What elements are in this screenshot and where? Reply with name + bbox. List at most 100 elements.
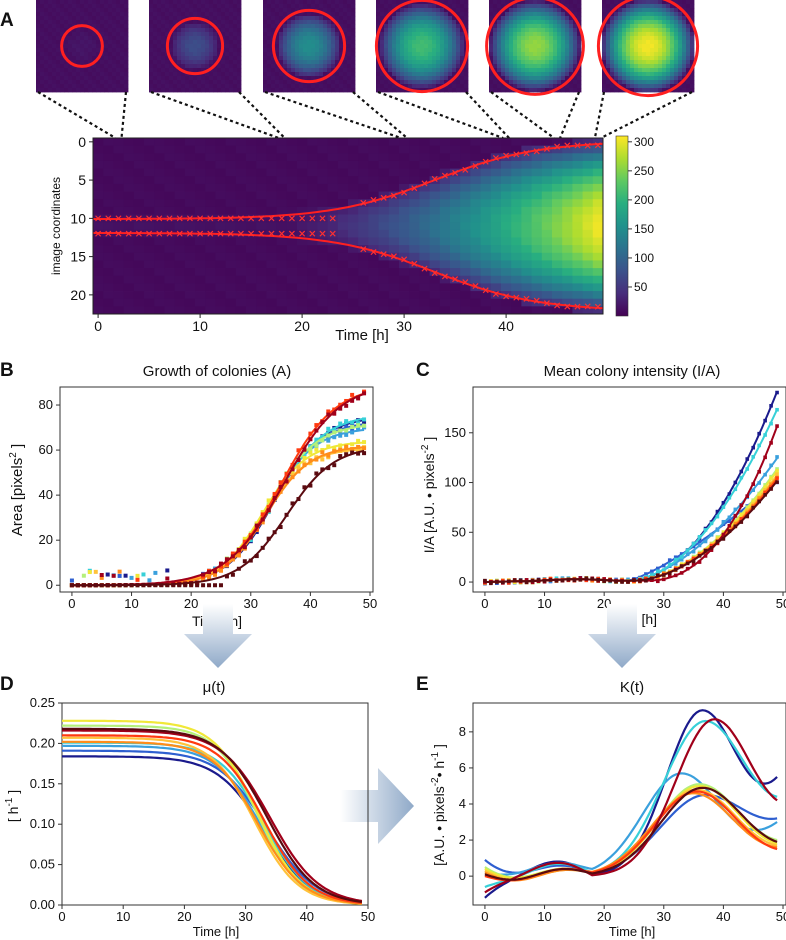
thumbnail-pixel bbox=[565, 52, 570, 57]
thumbnail-pixel bbox=[217, 4, 222, 9]
panel-label-d: D bbox=[0, 674, 14, 695]
thumbnail-pixel bbox=[493, 0, 498, 5]
kymograph-cell bbox=[490, 283, 502, 292]
thumbnail-pixel bbox=[388, 32, 393, 37]
thumbnail-pixel bbox=[303, 40, 308, 45]
thumbnail-pixel bbox=[84, 32, 89, 37]
thumbnail-pixel bbox=[658, 72, 663, 77]
thumbnail-pixel bbox=[380, 16, 385, 21]
kymograph-cell bbox=[582, 153, 594, 162]
thumbnail-pixel bbox=[299, 20, 304, 25]
kymograph-cell bbox=[276, 245, 288, 254]
thumbnail-pixel bbox=[577, 28, 582, 33]
thumbnail-pixel bbox=[380, 80, 385, 85]
thumbnail-pixel bbox=[185, 76, 190, 81]
thumbnail-pixel bbox=[658, 20, 663, 25]
thumbnail-pixel bbox=[229, 72, 234, 77]
thumbnail-pixel bbox=[440, 48, 445, 53]
thumbnail-pixel bbox=[460, 72, 465, 77]
thumbnail-pixel bbox=[323, 0, 328, 5]
kymograph-cell bbox=[307, 275, 318, 284]
thumbnail-pixel bbox=[630, 0, 635, 5]
thumbnail-pixel bbox=[120, 24, 125, 29]
thumbnail-pixel bbox=[396, 8, 401, 13]
thumbnail-pixel bbox=[319, 16, 324, 21]
thumbnail-pixel bbox=[678, 36, 683, 41]
thumbnail-pixel bbox=[72, 72, 77, 77]
kymograph-cell bbox=[144, 275, 155, 284]
kymograph-cell bbox=[93, 138, 104, 147]
kymograph-cell bbox=[358, 222, 369, 231]
thumbnail-pixel bbox=[120, 72, 125, 77]
thumbnail-pixel bbox=[408, 32, 413, 37]
thumbnail-pixel bbox=[335, 80, 340, 85]
kymograph-cell bbox=[327, 191, 339, 200]
kymograph-cell bbox=[511, 252, 522, 261]
thumbnail-pixel bbox=[464, 20, 469, 25]
thumbnail-pixel bbox=[331, 12, 336, 17]
thumbnail-pixel bbox=[279, 56, 284, 61]
thumbnail-pixel bbox=[120, 8, 125, 13]
thumbnail-pixel bbox=[686, 32, 691, 37]
thumbnail-pixel bbox=[233, 56, 238, 61]
thumbnail-pixel bbox=[428, 84, 433, 89]
thumbnail-pixel bbox=[650, 72, 655, 77]
kymograph-cell bbox=[113, 145, 124, 154]
thumbnail-pixel bbox=[221, 28, 226, 33]
thumbnail-pixel bbox=[327, 64, 332, 69]
thumbnail-pixel bbox=[205, 72, 210, 77]
thumbnail-pixel bbox=[213, 8, 218, 13]
thumbnail-pixel bbox=[295, 48, 300, 53]
thumbnail-pixel bbox=[225, 52, 230, 57]
thumbnail-pixel bbox=[573, 84, 578, 89]
thumbnail-pixel bbox=[412, 44, 417, 49]
kymograph-cell bbox=[154, 160, 165, 170]
thumbnail-pixel bbox=[347, 12, 352, 17]
thumbnail-pixel bbox=[549, 64, 554, 69]
thumbnail-pixel bbox=[448, 72, 453, 77]
thumbnail-pixel bbox=[682, 80, 687, 85]
area-point bbox=[93, 569, 98, 574]
thumbnail-pixel bbox=[557, 12, 562, 17]
kymograph-cell bbox=[531, 268, 543, 277]
thumbnail-pixel bbox=[436, 28, 441, 33]
thumbnail-pixel bbox=[565, 72, 570, 77]
thumbnail-pixel bbox=[666, 40, 671, 45]
kymograph-cell bbox=[246, 245, 257, 254]
thumbnail-pixel bbox=[396, 16, 401, 21]
thumbnail-pixel bbox=[602, 56, 607, 61]
thumbnail-pixel bbox=[565, 36, 570, 41]
thumbnail-pixel bbox=[173, 20, 178, 25]
kymograph-cell bbox=[164, 191, 175, 200]
kymograph-cell bbox=[144, 306, 155, 315]
boundary-marker bbox=[207, 230, 214, 237]
thumbnail-pixel bbox=[64, 0, 69, 5]
kymograph-cell bbox=[490, 245, 502, 254]
thumbnail-pixel bbox=[237, 16, 242, 21]
thumbnail-pixel bbox=[225, 44, 230, 49]
kymograph-cell bbox=[123, 183, 135, 192]
thumbnail-pixel bbox=[291, 20, 296, 25]
thumbnail-pixel bbox=[209, 84, 214, 89]
thumbnail-pixel bbox=[630, 52, 635, 57]
thumbnail-pixel bbox=[311, 52, 316, 57]
thumbnail-pixel bbox=[84, 72, 89, 77]
kymograph-cell bbox=[307, 206, 318, 215]
boundary-marker bbox=[401, 189, 408, 196]
area-point bbox=[242, 536, 247, 541]
thumbnail-pixel bbox=[452, 8, 457, 13]
thumbnail-pixel bbox=[295, 32, 300, 37]
thumbnail-pixel bbox=[460, 44, 465, 49]
thumbnail-pixel bbox=[307, 28, 312, 33]
area-point bbox=[308, 458, 313, 463]
thumbnail-pixel bbox=[412, 48, 417, 53]
kymograph-cell bbox=[195, 283, 206, 292]
thumbnail-pixel bbox=[303, 72, 308, 77]
thumbnail-pixel bbox=[448, 0, 453, 5]
thumbnail-pixel bbox=[440, 8, 445, 13]
thumbnail-pixel bbox=[209, 40, 214, 45]
kymograph-cell bbox=[562, 306, 573, 315]
thumbnail-pixel bbox=[181, 36, 186, 41]
thumbnail-pixel bbox=[428, 52, 433, 57]
thumbnail-pixel bbox=[36, 20, 41, 25]
